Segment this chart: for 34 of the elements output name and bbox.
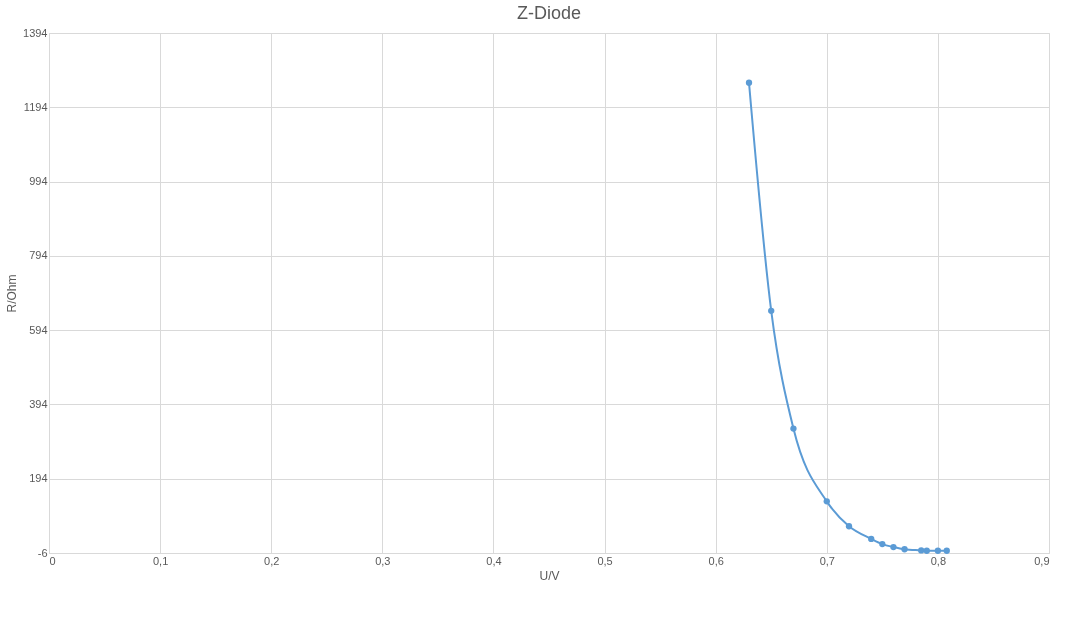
y-tick-label: 1194 [23,100,48,113]
x-tick-label: 0,4 [486,554,502,567]
y-tick-label: 794 [29,249,48,262]
x-tick-label: 0 [49,554,56,567]
x-tick-label: 0,9 [1034,554,1050,567]
y-axis-title: R/Ohm [5,274,20,313]
x-tick-label: 0,1 [152,554,169,567]
point [845,523,853,530]
y-tick-label: 194 [29,472,48,485]
chart-title: Z-Diode [516,3,582,23]
x-tick-label: 0,5 [597,554,613,567]
x-tick-label: 0,6 [708,554,724,567]
x-axis-title: U/V [539,568,560,583]
y-tick-label: 594 [29,323,48,336]
y-tick-label: -6 [37,546,48,559]
point [890,543,897,551]
point [823,498,830,505]
point [745,79,753,86]
point [923,547,930,554]
point [901,546,908,553]
point [879,540,886,548]
y-tick-label: 994 [29,175,48,188]
point [868,535,875,543]
point [790,425,797,432]
x-tick-label: 0,3 [375,554,391,567]
x-tick-label: 0,8 [930,554,947,567]
y-tick-label: 1394 [23,26,48,39]
point [943,547,950,554]
point [918,547,925,554]
x-tick-label: 0,2 [264,554,280,567]
y-tick-label: 394 [29,397,48,410]
point [934,547,942,554]
point [768,307,775,314]
x-tick-label: 0,7 [819,554,835,567]
